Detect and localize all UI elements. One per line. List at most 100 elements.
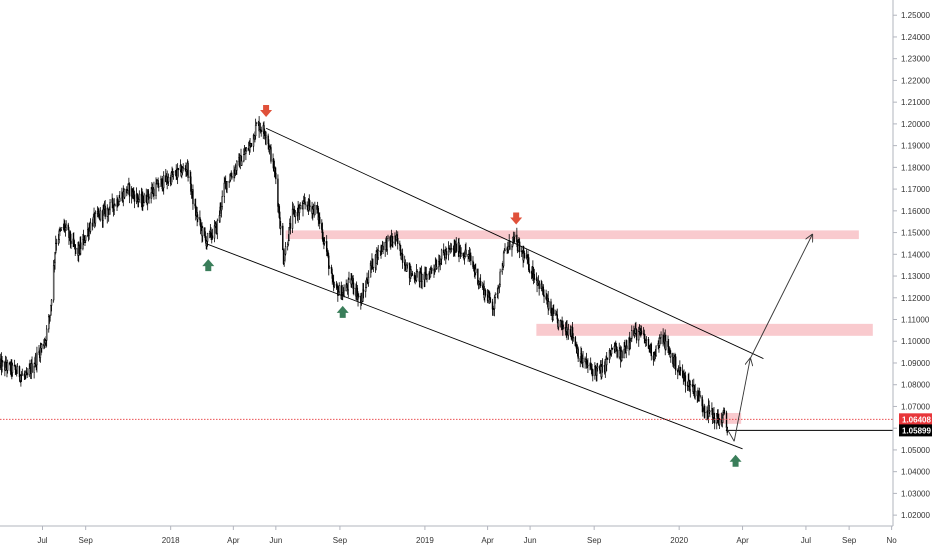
candle-body xyxy=(553,309,555,315)
candle xyxy=(572,333,574,342)
candle xyxy=(499,268,501,288)
candle xyxy=(484,288,487,297)
candle xyxy=(265,131,267,146)
candle-body xyxy=(133,194,136,202)
candle-body xyxy=(277,178,279,207)
candle-body xyxy=(392,241,394,244)
candle xyxy=(138,190,141,203)
candle-body xyxy=(645,339,648,341)
candle-body xyxy=(577,348,579,359)
time-tick-label: Jun xyxy=(269,536,282,545)
candle-body xyxy=(629,340,632,343)
candle xyxy=(109,199,111,215)
price-axis[interactable]: 1.25000 1.24000 1.23000 1.22000 1.21000 1.200… xyxy=(892,0,930,526)
candle-body xyxy=(509,241,511,250)
candle-body xyxy=(416,271,418,273)
price-tick-label: 1.21000 xyxy=(901,98,930,107)
candle xyxy=(629,340,632,350)
candle-body xyxy=(323,241,326,244)
candle xyxy=(309,200,311,212)
candle xyxy=(426,273,428,283)
price-tick-label: 1.03000 xyxy=(901,489,930,498)
candle xyxy=(54,251,56,270)
price-tick-label: 1.17000 xyxy=(901,185,930,194)
time-tick-label: Apr xyxy=(481,536,494,545)
candle-body xyxy=(484,290,487,296)
candle xyxy=(596,362,599,372)
candle xyxy=(202,225,204,242)
candle-body xyxy=(431,268,433,271)
candle-body xyxy=(172,171,175,175)
candle-body xyxy=(250,142,253,147)
candle-body xyxy=(689,384,691,391)
up-arrow-marker-3 xyxy=(336,305,349,318)
resistance-zone-2 xyxy=(717,412,742,424)
candle xyxy=(655,345,657,357)
price-tick-label: 1.15000 xyxy=(901,229,930,238)
candle-body xyxy=(640,330,643,334)
candle xyxy=(557,320,560,331)
candle-body xyxy=(231,176,233,178)
candle-body xyxy=(348,278,350,280)
candle-body xyxy=(284,246,287,255)
candle xyxy=(294,209,297,224)
candle xyxy=(167,173,170,187)
candle xyxy=(55,238,58,251)
candle xyxy=(21,368,23,376)
candle-body xyxy=(518,241,521,253)
candle-body xyxy=(528,269,531,273)
candle xyxy=(255,121,258,126)
resistance-zone-0 xyxy=(285,230,859,240)
candle xyxy=(187,160,189,182)
candle xyxy=(507,245,510,254)
candle xyxy=(611,347,613,351)
candle-body xyxy=(502,252,505,267)
candle-body xyxy=(674,356,677,371)
candle-body xyxy=(6,362,9,371)
candle xyxy=(372,266,375,273)
time-axis[interactable]: Jul Sep 2018 Apr Jun Sep 2019 Apr Jun Sep 2020 Apr J… xyxy=(0,525,897,545)
candle-body xyxy=(353,287,355,289)
candle xyxy=(280,221,282,236)
candle xyxy=(36,346,38,373)
price-tick-label: 1.02000 xyxy=(901,511,930,520)
candle xyxy=(658,334,661,349)
candle-body xyxy=(709,410,711,413)
candle xyxy=(694,383,696,400)
candle-body xyxy=(704,411,706,414)
price-tick-label: 1.25000 xyxy=(901,11,930,20)
candle-body xyxy=(445,251,448,256)
candle xyxy=(514,231,516,243)
candle-body xyxy=(16,366,19,374)
candle-body xyxy=(523,252,526,259)
candle-body xyxy=(241,160,243,166)
candle-body xyxy=(226,181,228,190)
candle xyxy=(94,210,97,227)
candle-body xyxy=(592,369,594,376)
candle xyxy=(616,346,618,359)
candle-body xyxy=(187,162,189,178)
candle xyxy=(211,228,214,240)
candle-body xyxy=(562,327,565,329)
candle-body xyxy=(206,233,209,242)
candle xyxy=(548,300,550,311)
candle xyxy=(401,248,404,269)
candle-body xyxy=(718,419,721,426)
price-tick-label: 1.19000 xyxy=(901,142,930,151)
candle-body xyxy=(426,274,428,280)
candle-body xyxy=(31,363,33,373)
candle xyxy=(445,247,448,260)
candle xyxy=(119,191,121,202)
candle-body xyxy=(41,344,43,349)
candle xyxy=(50,299,53,312)
price-tick-label: 1.10000 xyxy=(901,337,930,346)
candle xyxy=(567,323,570,340)
candle xyxy=(436,259,438,271)
candle xyxy=(65,220,67,231)
candle xyxy=(713,412,716,430)
candle xyxy=(635,328,638,344)
candle-body xyxy=(158,186,160,188)
candle xyxy=(128,182,131,204)
candle xyxy=(254,118,257,140)
